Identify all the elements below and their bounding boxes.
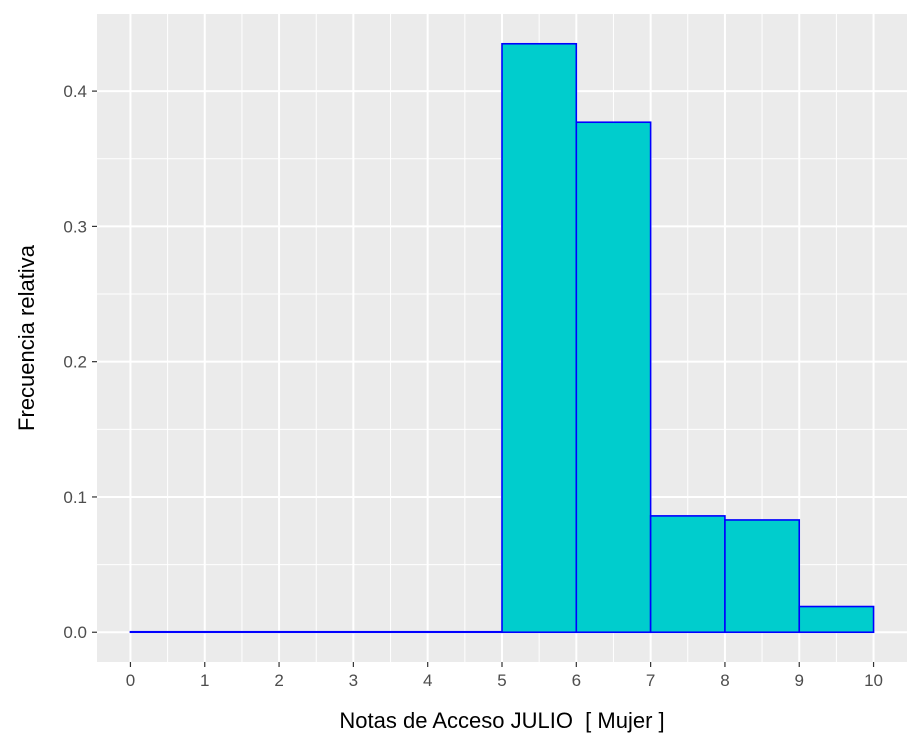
y-tick-label: 0.2: [63, 353, 87, 372]
histogram-bars: [129, 42, 875, 634]
x-tick-label: 7: [646, 671, 655, 690]
axis-ticks: [92, 90, 875, 667]
y-tick-label: 0.1: [63, 488, 87, 507]
x-tick-label: 1: [200, 671, 209, 690]
y-axis-title: Frecuencia relativa: [14, 244, 39, 431]
y-tick-label: 0.0: [63, 623, 87, 642]
x-tick-label: 9: [795, 671, 804, 690]
x-tick-label: 10: [864, 671, 883, 690]
x-tick-label: 5: [497, 671, 506, 690]
x-axis-title: Notas de Acceso JULIO [ Mujer ]: [339, 708, 664, 733]
histogram-bar: [575, 121, 652, 634]
histogram-bar: [649, 515, 726, 634]
x-tick-label: 2: [274, 671, 283, 690]
x-tick-label: 6: [572, 671, 581, 690]
histogram-bar: [129, 630, 206, 634]
histogram-bar: [426, 630, 503, 634]
x-tick-label: 3: [349, 671, 358, 690]
x-tick-label: 4: [423, 671, 432, 690]
histogram-bar: [724, 519, 801, 634]
y-tick-label: 0.4: [63, 82, 87, 101]
histogram-bar: [278, 630, 355, 634]
histogram-bar: [352, 630, 429, 634]
histogram-bar: [203, 630, 280, 634]
x-tick-label: 0: [126, 671, 135, 690]
x-tick-labels: 0 1 2 3 4 5 6 7 8 9 10: [126, 671, 883, 690]
histogram-bar: [501, 42, 578, 634]
x-tick-label: 8: [720, 671, 729, 690]
y-tick-labels: 0.0 0.1 0.2 0.3 0.4: [63, 82, 87, 642]
y-tick-label: 0.3: [63, 217, 87, 236]
histogram-bar: [798, 605, 875, 634]
